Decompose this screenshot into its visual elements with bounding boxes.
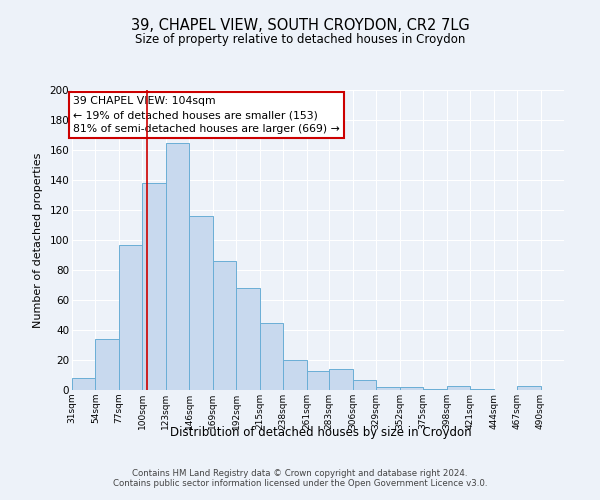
Bar <box>236 288 260 390</box>
Bar <box>446 386 470 390</box>
Bar <box>260 322 283 390</box>
Bar <box>119 244 142 390</box>
Bar <box>190 216 213 390</box>
Text: 39, CHAPEL VIEW, SOUTH CROYDON, CR2 7LG: 39, CHAPEL VIEW, SOUTH CROYDON, CR2 7LG <box>131 18 469 32</box>
Bar <box>470 388 494 390</box>
Bar <box>72 378 95 390</box>
Bar <box>213 261 236 390</box>
Bar <box>283 360 307 390</box>
Text: Contains HM Land Registry data © Crown copyright and database right 2024.: Contains HM Land Registry data © Crown c… <box>132 469 468 478</box>
Bar <box>376 387 400 390</box>
Text: Size of property relative to detached houses in Croydon: Size of property relative to detached ho… <box>135 32 465 46</box>
Bar <box>142 183 166 390</box>
Bar <box>95 339 119 390</box>
Bar <box>166 142 190 390</box>
Bar <box>307 370 330 390</box>
Bar <box>400 387 423 390</box>
Bar <box>329 369 353 390</box>
Text: 39 CHAPEL VIEW: 104sqm
← 19% of detached houses are smaller (153)
81% of semi-de: 39 CHAPEL VIEW: 104sqm ← 19% of detached… <box>73 96 340 134</box>
Bar <box>423 388 446 390</box>
Text: Distribution of detached houses by size in Croydon: Distribution of detached houses by size … <box>170 426 472 439</box>
Bar <box>517 386 541 390</box>
Text: Contains public sector information licensed under the Open Government Licence v3: Contains public sector information licen… <box>113 479 487 488</box>
Bar <box>353 380 376 390</box>
Y-axis label: Number of detached properties: Number of detached properties <box>32 152 43 328</box>
